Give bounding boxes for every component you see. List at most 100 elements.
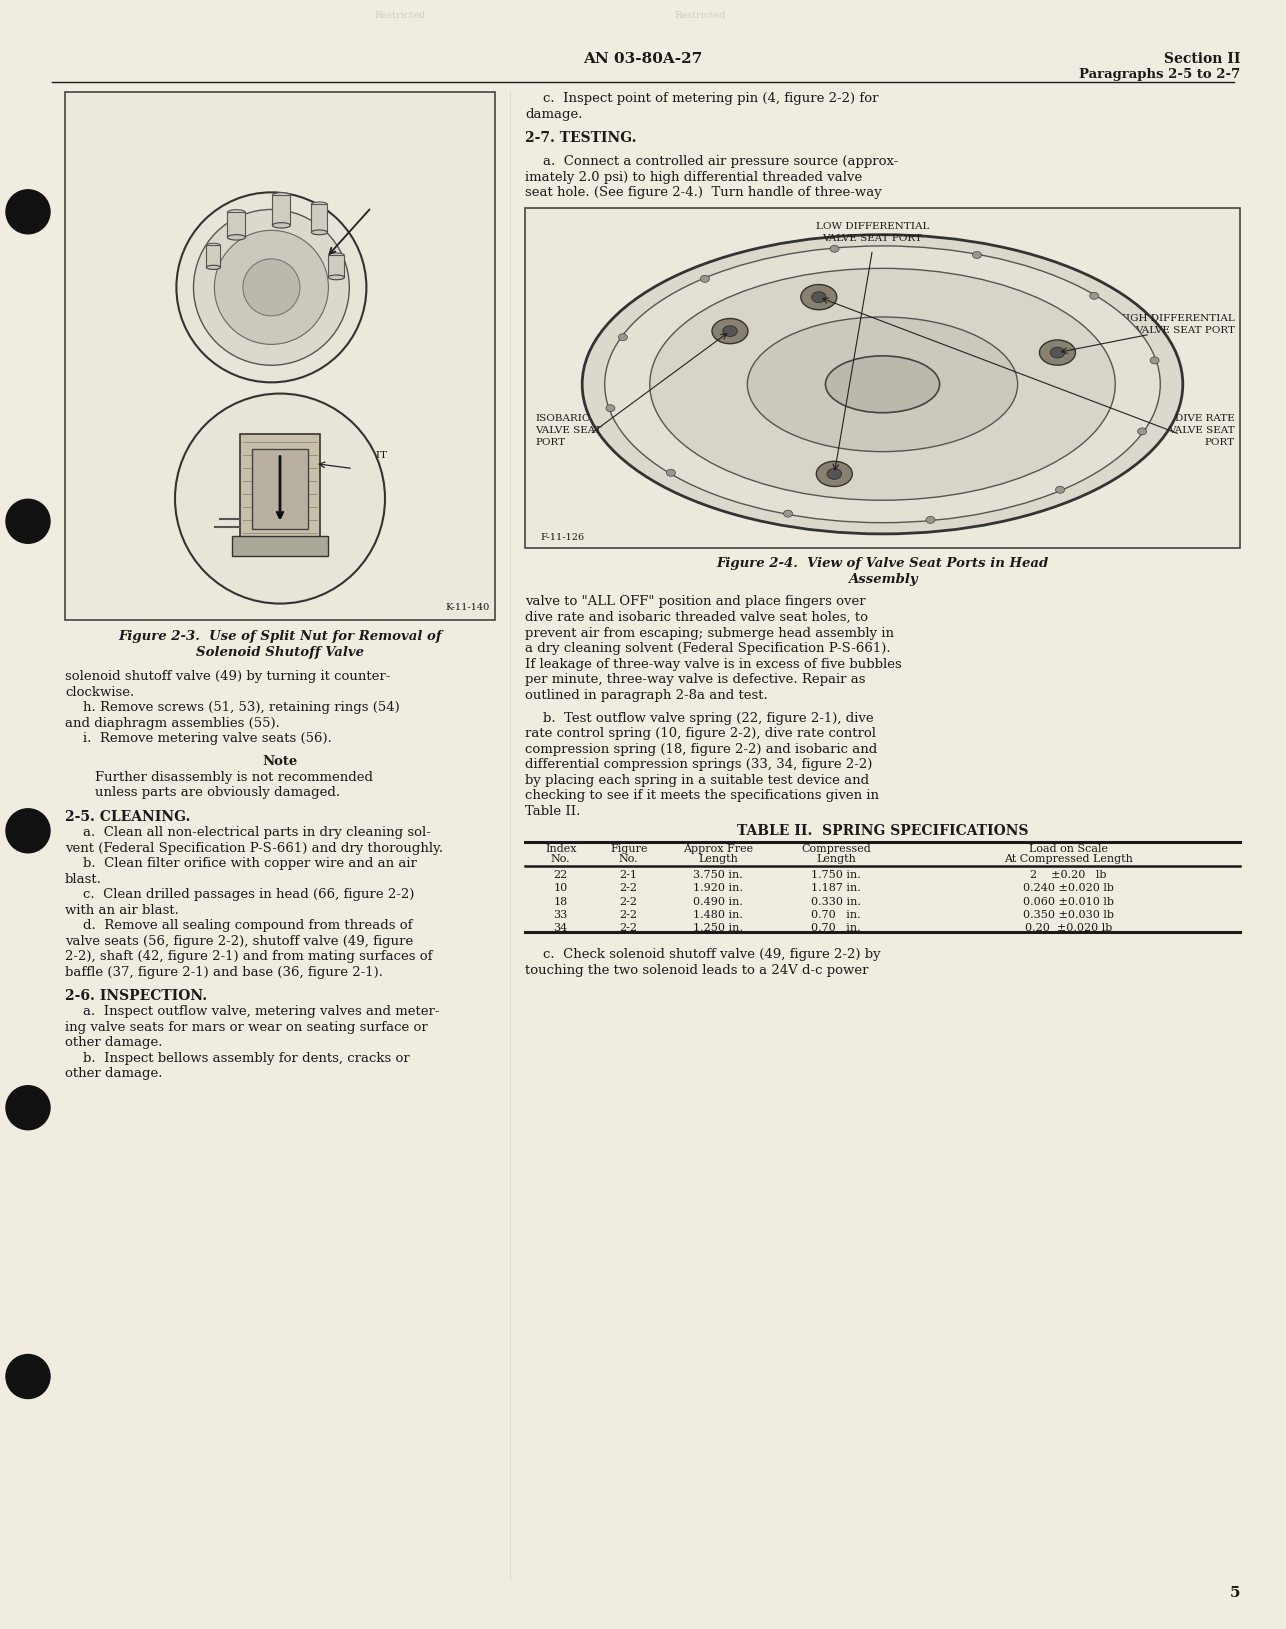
Text: Figure 2-4.  View of Valve Seat Ports in Head: Figure 2-4. View of Valve Seat Ports in … (716, 557, 1048, 570)
Text: h. Remove screws (51, 53), retaining rings (54): h. Remove screws (51, 53), retaining rin… (84, 700, 400, 714)
Text: 1.250 in.: 1.250 in. (693, 924, 743, 933)
Text: AN 03-80A-27: AN 03-80A-27 (584, 52, 702, 67)
Text: 2-2: 2-2 (620, 896, 638, 907)
Circle shape (6, 808, 50, 854)
Text: d.  Remove all sealing compound from threads of: d. Remove all sealing compound from thre… (84, 919, 413, 932)
Text: Table II.: Table II. (525, 805, 580, 818)
Text: 0.240 ±0.020 lb: 0.240 ±0.020 lb (1022, 883, 1114, 893)
Text: 0.330 in.: 0.330 in. (811, 896, 860, 907)
Text: touching the two solenoid leads to a 24V d-c power: touching the two solenoid leads to a 24V… (525, 963, 868, 976)
Text: 0.490 in.: 0.490 in. (693, 896, 743, 907)
Text: SPLIT: SPLIT (355, 451, 387, 459)
Ellipse shape (827, 469, 841, 479)
Text: seat hole. (See figure 2-4.)  Turn handle of three-way: seat hole. (See figure 2-4.) Turn handle… (525, 186, 882, 199)
Text: 1.480 in.: 1.480 in. (693, 911, 743, 920)
Text: HIGH DIFFERENTIAL: HIGH DIFFERENTIAL (1118, 314, 1235, 323)
Ellipse shape (311, 230, 328, 235)
Text: ISOBARIC: ISOBARIC (535, 414, 590, 424)
Text: 5: 5 (1229, 1587, 1240, 1600)
Text: 2-2), shaft (42, figure 2-1) and from mating surfaces of: 2-2), shaft (42, figure 2-1) and from ma… (66, 950, 432, 963)
Text: 10: 10 (554, 883, 568, 893)
Text: VALVE SEAT PORT: VALVE SEAT PORT (1136, 326, 1235, 336)
Text: compression spring (18, figure 2-2) and isobaric and: compression spring (18, figure 2-2) and … (525, 743, 877, 756)
Text: checking to see if it meets the specifications given in: checking to see if it meets the specific… (525, 788, 880, 801)
Text: per minute, three-way valve is defective. Repair as: per minute, three-way valve is defective… (525, 673, 865, 686)
Text: 0.350 ±0.030 lb: 0.350 ±0.030 lb (1022, 911, 1114, 920)
Text: Compressed: Compressed (801, 844, 871, 854)
Text: Restricted: Restricted (374, 11, 426, 20)
Text: clockwise.: clockwise. (66, 686, 134, 699)
Circle shape (243, 259, 300, 316)
Text: 2-2: 2-2 (620, 911, 638, 920)
Ellipse shape (712, 319, 748, 344)
Text: a.  Inspect outflow valve, metering valves and meter-: a. Inspect outflow valve, metering valve… (84, 1005, 440, 1018)
Ellipse shape (972, 251, 981, 259)
Ellipse shape (1056, 485, 1065, 494)
Text: 22: 22 (554, 870, 568, 880)
Text: Length: Length (698, 854, 738, 865)
Text: 1.920 in.: 1.920 in. (693, 883, 743, 893)
Text: Section II: Section II (1164, 52, 1240, 67)
Text: Figure 2-3.  Use of Split Nut for Removal of: Figure 2-3. Use of Split Nut for Removal… (118, 630, 442, 643)
Text: rate control spring (10, figure 2-2), dive rate control: rate control spring (10, figure 2-2), di… (525, 727, 876, 740)
Ellipse shape (826, 355, 940, 412)
Text: PORT: PORT (1205, 438, 1235, 448)
Text: solenoid shutoff valve (49) by turning it counter-: solenoid shutoff valve (49) by turning i… (66, 670, 391, 683)
Text: valve seats (56, figure 2-2), shutoff valve (49, figure: valve seats (56, figure 2-2), shutoff va… (66, 935, 413, 948)
Bar (311, 204, 328, 233)
Ellipse shape (747, 318, 1017, 451)
Text: Further disassembly is not recommended: Further disassembly is not recommended (95, 771, 373, 784)
Text: c.  Inspect point of metering pin (4, figure 2-2) for: c. Inspect point of metering pin (4, fig… (543, 91, 878, 104)
Text: blast.: blast. (66, 873, 102, 886)
Text: b.  Clean filter orifice with copper wire and an air: b. Clean filter orifice with copper wire… (84, 857, 417, 870)
Ellipse shape (311, 202, 328, 207)
Text: PORT: PORT (535, 438, 565, 448)
Text: 2-1: 2-1 (620, 870, 638, 880)
Ellipse shape (604, 246, 1160, 523)
Ellipse shape (619, 334, 628, 340)
Text: Assembly: Assembly (847, 573, 917, 586)
Text: Load on Scale: Load on Scale (1029, 844, 1109, 854)
Bar (66, 91, 495, 621)
Text: c.  Clean drilled passages in head (66, figure 2-2): c. Clean drilled passages in head (66, f… (84, 888, 414, 901)
Circle shape (6, 1085, 50, 1131)
Text: 0.060 ±0.010 lb: 0.060 ±0.010 lb (1022, 896, 1114, 907)
Text: c.  Check solenoid shutoff valve (49, figure 2-2) by: c. Check solenoid shutoff valve (49, fig… (543, 948, 881, 961)
Text: prevent air from escaping; submerge head assembly in: prevent air from escaping; submerge head… (525, 627, 894, 640)
Text: 2-2: 2-2 (620, 924, 638, 933)
Ellipse shape (783, 510, 792, 516)
Text: b.  Inspect bellows assembly for dents, cracks or: b. Inspect bellows assembly for dents, c… (84, 1052, 410, 1065)
Ellipse shape (926, 516, 935, 523)
Text: other damage.: other damage. (66, 1036, 162, 1049)
Text: vent (Federal Specification P-S-661) and dry thoroughly.: vent (Federal Specification P-S-661) and… (66, 842, 444, 855)
Ellipse shape (1089, 292, 1098, 300)
Text: a dry cleaning solvent (Federal Specification P-S-661).: a dry cleaning solvent (Federal Specific… (525, 642, 891, 655)
Text: 0.20  ±0.020 lb: 0.20 ±0.020 lb (1025, 924, 1112, 933)
Circle shape (215, 230, 328, 344)
Ellipse shape (801, 285, 837, 310)
Text: baffle (37, figure 2-1) and base (36, figure 2-1).: baffle (37, figure 2-1) and base (36, fi… (66, 966, 383, 979)
Text: TABLE II.  SPRING SPECIFICATIONS: TABLE II. SPRING SPECIFICATIONS (737, 824, 1029, 839)
Text: Restricted: Restricted (674, 11, 725, 20)
Ellipse shape (228, 235, 246, 239)
Ellipse shape (666, 469, 675, 476)
Bar (231, 536, 328, 555)
Ellipse shape (811, 292, 826, 303)
Text: DIVE RATE: DIVE RATE (1175, 414, 1235, 424)
Circle shape (6, 1354, 50, 1399)
Circle shape (175, 394, 385, 604)
Ellipse shape (328, 252, 345, 257)
Text: other damage.: other damage. (66, 1067, 162, 1080)
Ellipse shape (583, 235, 1183, 534)
Circle shape (6, 498, 50, 544)
Ellipse shape (817, 461, 853, 487)
Text: F-11-126: F-11-126 (540, 534, 584, 542)
Text: and diaphragm assemblies (55).: and diaphragm assemblies (55). (66, 717, 280, 730)
Text: VALVE SEAT: VALVE SEAT (1169, 427, 1235, 435)
Ellipse shape (1150, 357, 1159, 363)
Ellipse shape (1138, 428, 1147, 435)
Ellipse shape (1039, 340, 1075, 365)
Text: Note: Note (262, 756, 297, 769)
Text: Length: Length (817, 854, 856, 865)
Text: b.  Test outflow valve spring (22, figure 2-1), dive: b. Test outflow valve spring (22, figure… (543, 712, 873, 725)
